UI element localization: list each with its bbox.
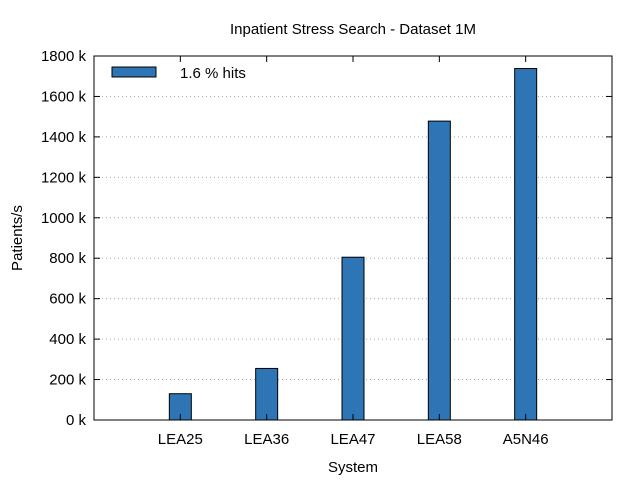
y-tick-label: 1200 k [41,169,87,186]
x-tick-label: LEA58 [417,431,462,448]
y-tick-label: 1800 k [41,48,87,65]
y-axis-label: Patients/s [9,205,26,271]
legend: 1.6 % hits [111,65,246,82]
legend-label: 1.6 % hits [180,65,246,82]
y-axis-ticks: 0 k 200 k 400 k 600 k 800 k 1000 k 1200 k 1400 … [41,48,612,429]
y-tick-label: 200 k [49,372,86,389]
bar-a5n46 [514,68,538,421]
y-tick-label: 600 k [49,291,86,308]
bar-lea36 [255,367,279,421]
bar-lea47 [341,256,365,421]
y-tick-label: 0 k [66,412,87,429]
x-axis-ticks: LEA25 LEA36 LEA47 LEA58 A5N46 [158,56,549,448]
bar-series [168,68,538,421]
y-tick-label: 800 k [49,250,86,267]
y-tick-label: 1600 k [41,88,87,105]
plot-frame [93,55,613,421]
x-tick-label: LEA36 [244,431,289,448]
x-axis-label: System [328,459,378,476]
bar-lea58 [427,120,451,421]
x-tick-label: LEA47 [330,431,375,448]
legend-swatch [111,66,157,78]
x-tick-label: LEA25 [158,431,203,448]
chart-title: Inpatient Stress Search - Dataset 1M [230,21,476,38]
y-tick-label: 400 k [49,331,86,348]
y-tick-label: 1400 k [41,129,87,146]
y-tick-label: 1000 k [41,210,87,227]
x-tick-label: A5N46 [503,431,549,448]
